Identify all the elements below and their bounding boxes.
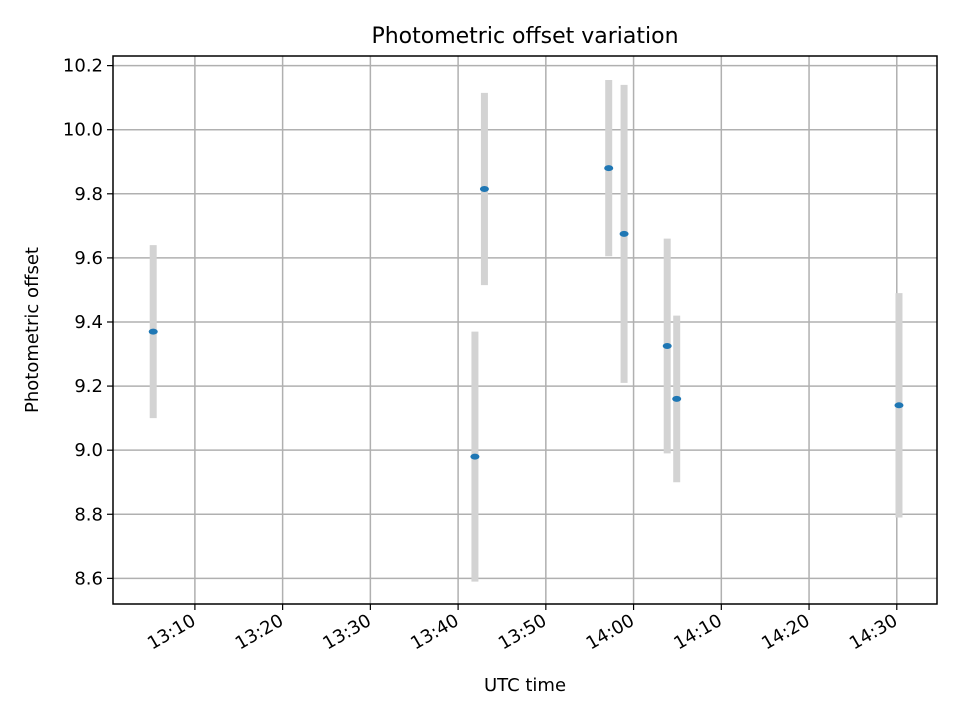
y-axis-label: Photometric offset	[22, 247, 43, 413]
y-tick-label: 9.6	[74, 248, 103, 269]
data-point	[148, 328, 158, 335]
data-point	[479, 185, 489, 192]
y-tick-label: 8.6	[74, 568, 103, 589]
grid-layer	[113, 56, 937, 604]
data-point	[470, 453, 480, 460]
plot-frame	[112, 55, 938, 605]
data-point	[619, 230, 629, 237]
y-tick-label: 9.2	[74, 376, 103, 397]
x-axis-label: UTC time	[484, 675, 566, 696]
data-point	[894, 402, 904, 409]
chart-title: Photometric offset variation	[371, 24, 678, 49]
y-tick-label: 10.0	[63, 120, 103, 141]
data-point	[662, 343, 672, 350]
y-tick-label: 8.8	[74, 504, 103, 525]
y-tick-label: 9.8	[74, 184, 103, 205]
data-point	[672, 395, 682, 402]
data-point	[604, 165, 614, 172]
marker-layer	[148, 165, 904, 460]
y-tick-label: 10.2	[63, 56, 103, 77]
y-tick-label: 9.0	[74, 440, 103, 461]
y-tick-label: 9.4	[74, 312, 103, 333]
